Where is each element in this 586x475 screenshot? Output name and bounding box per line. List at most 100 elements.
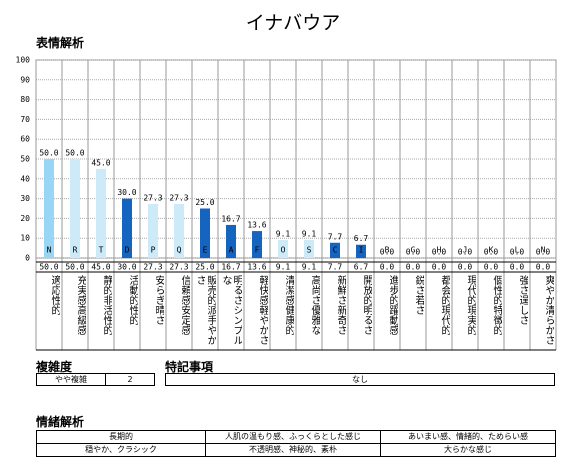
code: J: [463, 246, 468, 255]
category-label: 鋭さ若さ: [413, 275, 424, 315]
bar-label: 0.0: [458, 248, 473, 257]
complexity-value: 2: [105, 373, 155, 386]
y-tick-label: 70: [20, 115, 30, 124]
code: S: [307, 246, 312, 255]
category-label: 進歩的躍動感: [387, 275, 398, 335]
bar-label: 7.7: [328, 232, 343, 241]
category-label: 明るさシンプルな: [220, 275, 242, 345]
value-cell: 27.3: [169, 263, 188, 272]
code: F: [255, 246, 260, 255]
category-label: 活動的性的: [127, 275, 138, 325]
code: A: [229, 246, 234, 255]
code: N: [541, 246, 546, 255]
bar: [122, 198, 132, 258]
y-tick-label: 30: [20, 194, 30, 203]
value-cell: 50.0: [65, 263, 84, 272]
emotion-cell: 不透明感、神秘的、素朴: [205, 443, 381, 457]
bar-label: 50.0: [39, 149, 58, 158]
value-cell: 0.0: [458, 263, 473, 272]
code: L: [515, 246, 520, 255]
emotion-title: 情緒解析: [36, 415, 85, 429]
bar-label: 9.1: [302, 229, 317, 238]
code: H: [437, 246, 442, 255]
complexity-title: 複雑度: [36, 360, 73, 374]
y-tick-label: 20: [20, 214, 30, 223]
bar: [252, 231, 262, 258]
emotion-cell: 長期的: [36, 430, 206, 444]
code: N: [47, 246, 52, 255]
value-cell: 16.7: [221, 263, 240, 272]
title: イナバウア: [245, 12, 341, 34]
value-cell: 7.7: [328, 263, 343, 272]
subtitle: 表情解析: [36, 36, 85, 50]
bar: [44, 159, 54, 258]
bar: [96, 168, 106, 258]
value-cell: 0.0: [406, 263, 421, 272]
value-cell: 0.0: [484, 263, 499, 272]
bar-label: 27.3: [143, 193, 162, 202]
emotion-cell: 人肌の温もり感、ふっくらとした感じ: [205, 430, 381, 444]
bar-label: 0.0: [484, 248, 499, 257]
bar: [226, 224, 236, 258]
bar-label: 9.1: [276, 229, 291, 238]
bar-label: 0.0: [510, 248, 525, 257]
category-label: 個性的特徴的: [491, 275, 502, 335]
bar: [148, 203, 158, 258]
code: I: [359, 246, 364, 255]
category-label: 信頼感安定感: [179, 275, 190, 335]
code: O: [281, 246, 286, 255]
value-cell: 13.6: [247, 263, 266, 272]
bar: [304, 239, 314, 258]
emotion-cell: 穏やか、クラシック: [36, 443, 206, 457]
bar-label: 13.6: [247, 221, 266, 230]
bar-label: 0.0: [536, 248, 551, 257]
code: C: [333, 246, 338, 255]
bar-label: 0.0: [380, 248, 395, 257]
category-label: 軽快感軽やかさ: [257, 275, 268, 345]
value-cell: 0.0: [380, 263, 395, 272]
value-cell: 9.1: [302, 263, 317, 272]
y-tick-label: 50: [20, 155, 30, 164]
value-cell: 25.0: [195, 263, 214, 272]
value-cell: 27.3: [143, 263, 162, 272]
category-label: 都会的現代的: [439, 275, 450, 335]
notes-text: なし: [165, 373, 555, 386]
bar: [70, 159, 80, 258]
y-tick-label: 100: [16, 56, 31, 65]
bar: [200, 208, 210, 258]
bar: [174, 203, 184, 258]
category-label: 現代的現実的: [465, 275, 476, 335]
category-label: 安らぎ晴さ: [153, 275, 164, 325]
emotion-cell: あいまい感、情緒的、ためらい感: [380, 430, 556, 444]
y-tick-label: 80: [20, 95, 30, 104]
value-cell: 6.7: [354, 263, 369, 272]
bar-label: 16.7: [221, 214, 240, 223]
category-label: 充実感高級感: [75, 275, 86, 335]
y-tick-label: 60: [20, 135, 30, 144]
code: D: [125, 246, 130, 255]
code: G: [411, 246, 416, 255]
category-label: 高尚さ優雅な: [309, 275, 320, 335]
code: R: [73, 246, 78, 255]
bar-label: 30.0: [117, 188, 136, 197]
category-label: 販売的派手やかさ: [194, 275, 216, 345]
value-cell: 50.0: [39, 263, 58, 272]
bar-label: 25.0: [195, 198, 214, 207]
category-label: 清潔感健康的: [283, 275, 294, 335]
code: E: [203, 246, 208, 255]
code: B: [385, 246, 390, 255]
code: T: [99, 246, 104, 255]
category-label: 爽やか清らかさ: [543, 275, 554, 345]
category-label: 開放的明るさ: [361, 275, 372, 335]
y-tick-label: 90: [20, 75, 30, 84]
value-cell: 30.0: [117, 263, 136, 272]
value-cell: 0.0: [432, 263, 447, 272]
code: K: [489, 246, 494, 255]
y-tick-label: 40: [20, 174, 30, 183]
category-label: 適応性的: [49, 275, 60, 315]
bar-label: 6.7: [354, 234, 369, 243]
bar-label: 45.0: [91, 158, 110, 167]
value-cell: 0.0: [536, 263, 551, 272]
